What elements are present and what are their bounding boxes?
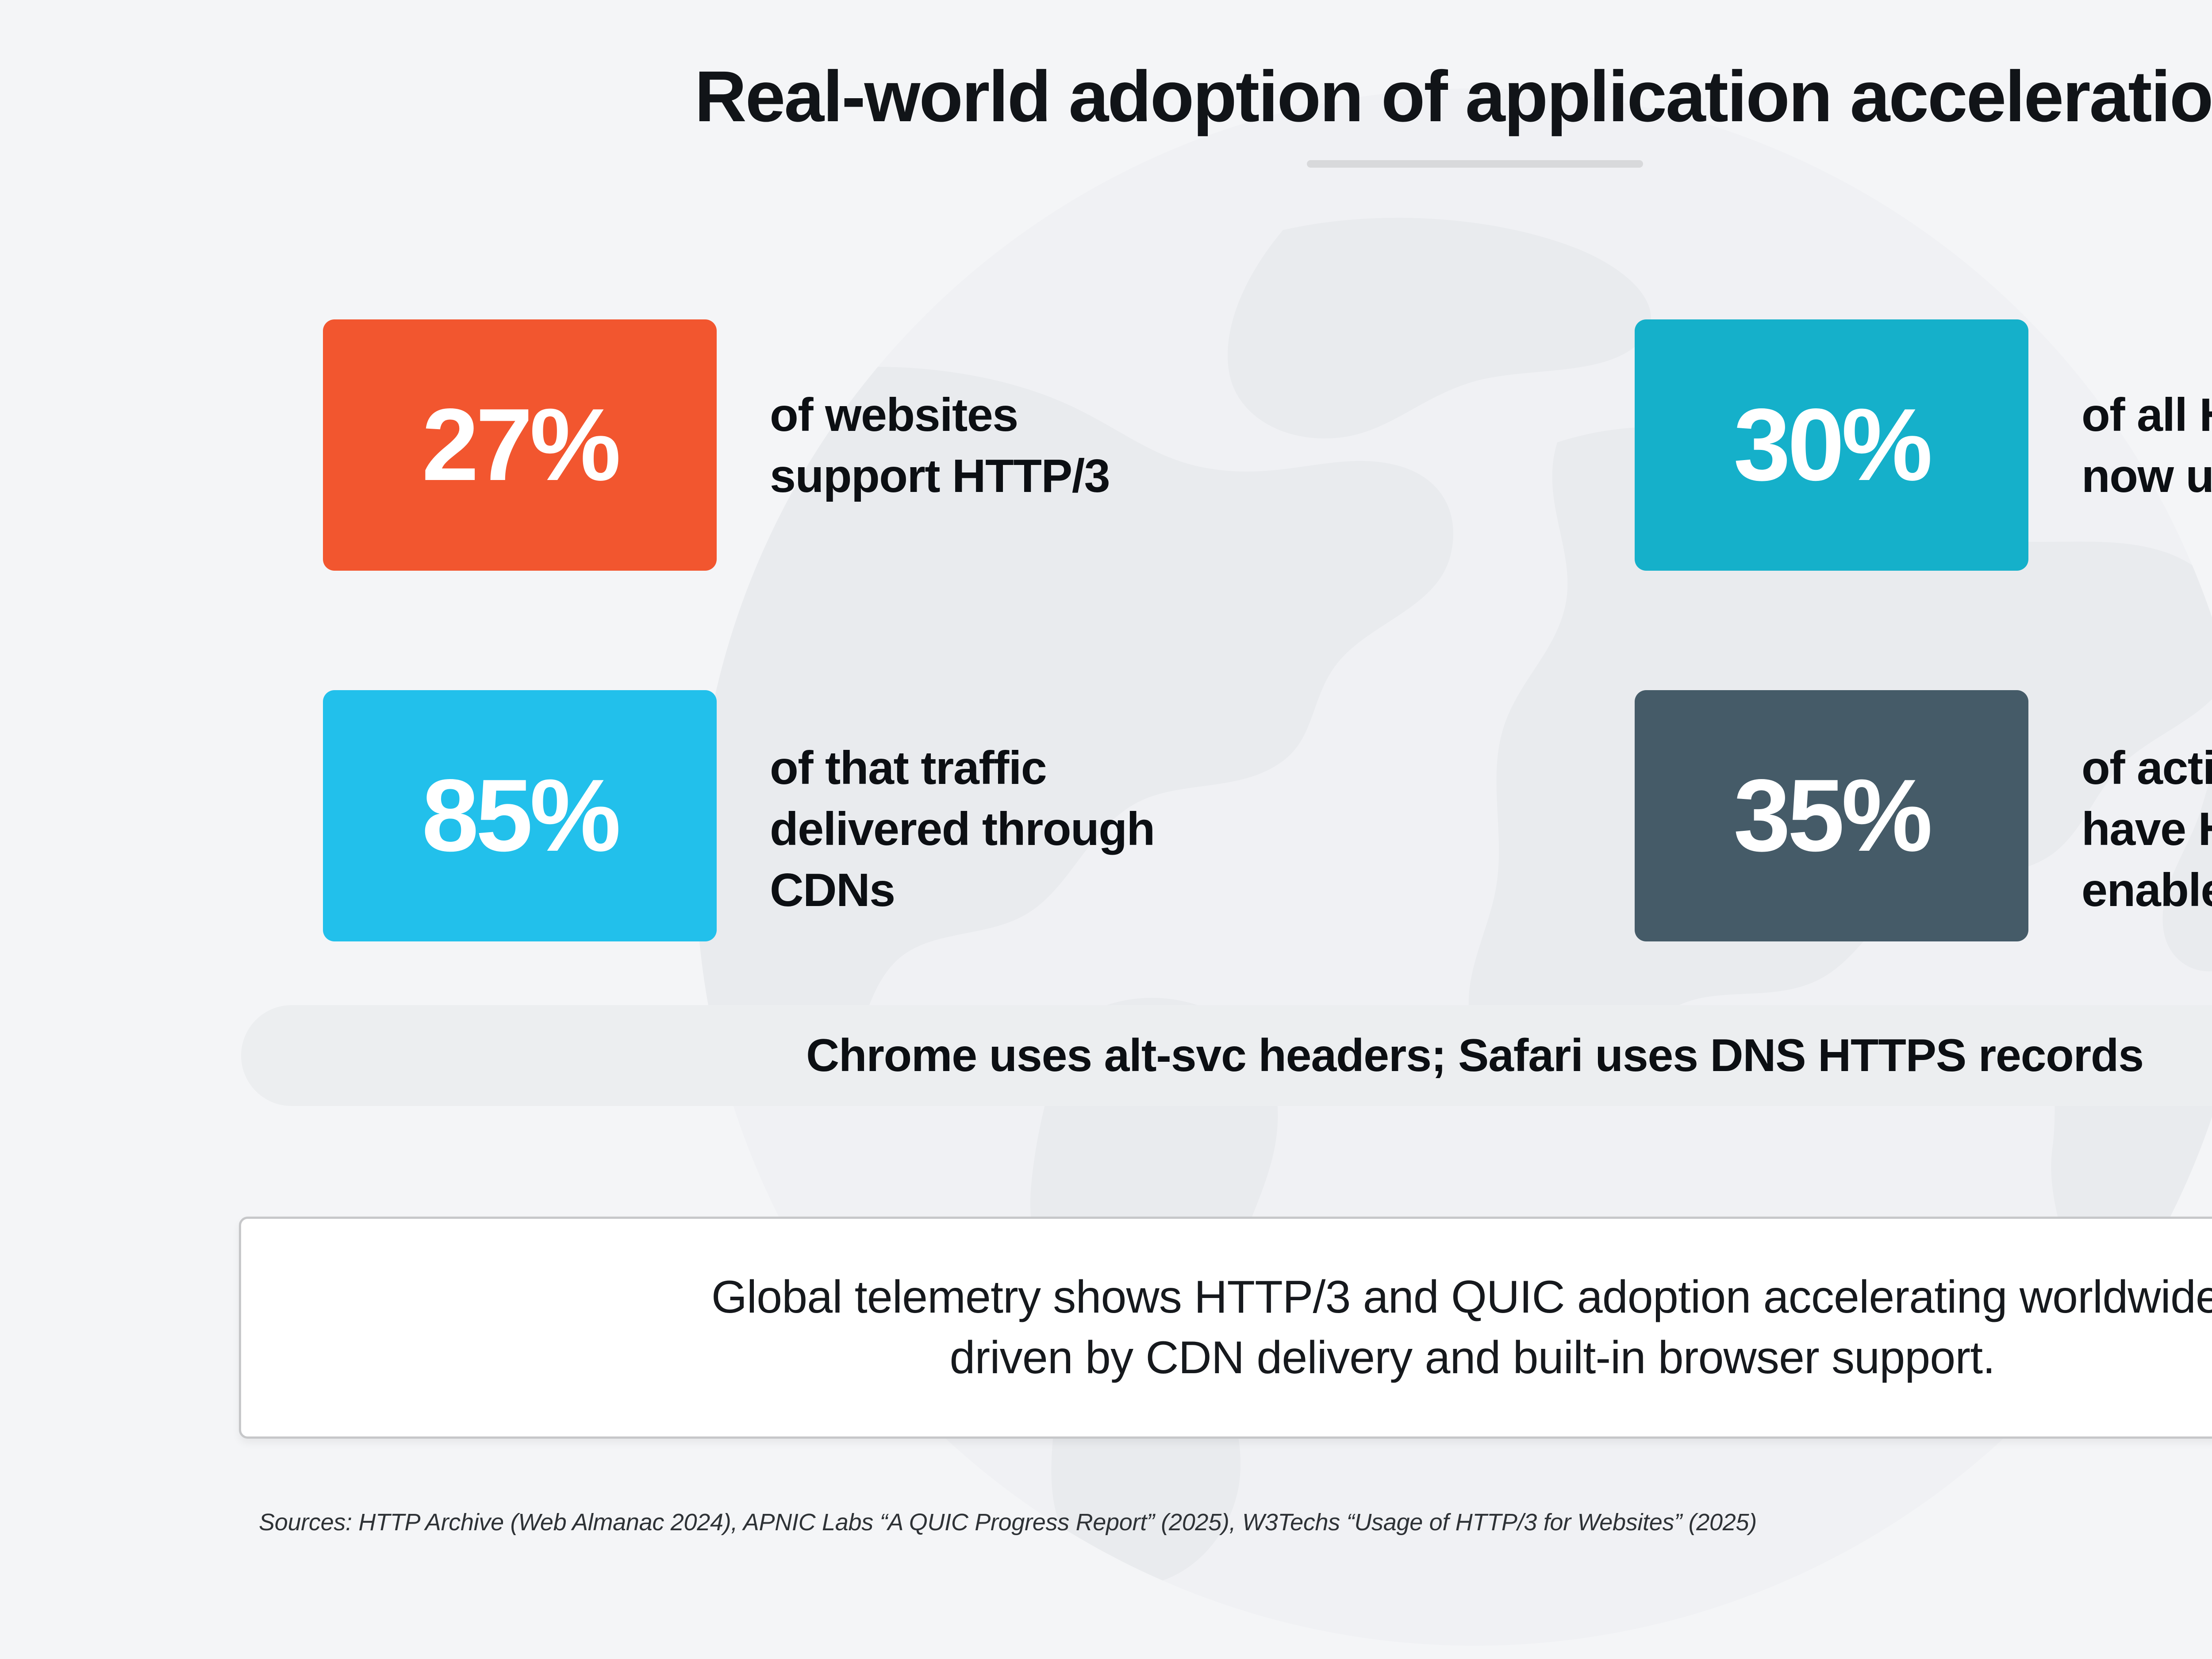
stat-caption-4: of active websites have HTTP/3 enabled [2081,742,2212,916]
stat-tile-1: 27% [323,319,717,571]
summary-callout-text: Global telemetry shows HTTP/3 and QUIC a… [711,1271,2212,1383]
sources-line: Sources: HTTP Archive (Web Almanac 2024)… [259,1509,1757,1536]
stat-value-3: 85% [422,758,621,873]
stat-item-websites-support-http3: 27% of websites support HTTP/3 [323,319,1635,690]
title-divider [1306,160,1643,168]
banner-text: Chrome uses alt-svc headers; Safari uses… [806,1029,2144,1081]
stat-item-http-traffic-quic: 30% of all HTTP traffic now uses QUIC [1635,319,2212,690]
stat-tile-3: 85% [323,690,717,941]
stat-tile-2: 30% [1635,319,2028,571]
stat-caption-2: of all HTTP traffic now uses QUIC [2081,389,2212,502]
stat-item-traffic-via-cdns: 85% of that traffic delivered through CD… [323,690,1635,941]
stat-value-4: 35% [1733,758,1932,873]
stat-item-active-websites-http3-enabled: 35% of active websites have HTTP/3 enabl… [1635,690,2212,941]
stat-value-2: 30% [1733,388,1932,502]
header: Real-world adoption of application accel… [0,56,2212,168]
stat-caption-3: of that traffic delivered through CDNs [770,742,1155,916]
stats-grid: 27% of websites support HTTP/3 30% of al… [323,319,2212,941]
page-title: Real-world adoption of application accel… [695,56,2212,137]
stat-caption-1: of websites support HTTP/3 [770,389,1110,502]
stat-value-1: 27% [422,388,621,502]
browser-support-banner: Chrome uses alt-svc headers; Safari uses… [241,1005,2212,1106]
stat-tile-4: 35% [1635,690,2028,941]
summary-callout-box: Global telemetry shows HTTP/3 and QUIC a… [239,1217,2212,1439]
